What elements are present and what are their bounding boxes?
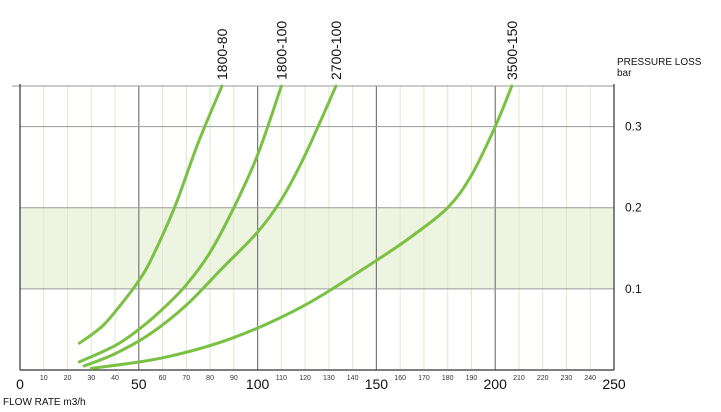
x-minor-tick-label: 130 xyxy=(323,375,335,382)
series-label-2700-100: 2700-100 xyxy=(328,21,344,80)
x-minor-tick-label: 220 xyxy=(537,375,549,382)
x-minor-tick-label: 140 xyxy=(347,375,359,382)
x-axis-title: FLOW RATE m3/h xyxy=(3,397,86,408)
x-minor-tick-label: 110 xyxy=(276,375,287,382)
x-minor-tick-label: 10 xyxy=(40,375,48,382)
series-line-1800-80 xyxy=(77,84,224,345)
x-minor-tick-label: 70 xyxy=(182,375,190,382)
series-line-3500-150 xyxy=(89,84,514,370)
y-tick-label: 0.3 xyxy=(625,120,642,134)
series-label-3500-150: 3500-150 xyxy=(504,21,520,80)
series-label-1800-100: 1800-100 xyxy=(273,21,289,80)
x-minor-tick-label: 190 xyxy=(466,375,478,382)
tick-label-layer: 10 20 30 40 60 70 80 90 110 120 130 140 160 170 180 190… xyxy=(16,120,642,392)
axes xyxy=(12,84,615,371)
x-minor-tick-label: 180 xyxy=(442,375,454,382)
x-major-tick-label: 0 xyxy=(16,376,24,392)
x-major-tick-label: 100 xyxy=(246,376,270,392)
x-major-tick-label: 200 xyxy=(484,376,508,392)
y-axis-title: PRESSURE LOSS xyxy=(617,57,702,68)
x-minor-tick-label: 160 xyxy=(394,375,406,382)
x-minor-tick-label: 30 xyxy=(87,375,95,382)
x-minor-tick-label: 40 xyxy=(111,375,119,382)
x-major-tick-label: 50 xyxy=(131,376,147,392)
x-minor-tick-label: 210 xyxy=(513,375,525,382)
x-minor-tick-label: 90 xyxy=(230,375,238,382)
y-tick-label: 0.1 xyxy=(625,282,642,296)
x-minor-tick-label: 20 xyxy=(64,375,72,382)
x-minor-tick-label: 120 xyxy=(299,375,311,382)
highlight-band xyxy=(20,207,614,289)
series-line-2700-100 xyxy=(82,84,338,368)
y-tick-label: 0.2 xyxy=(625,201,642,215)
series-line-1800-100 xyxy=(77,84,283,364)
x-major-tick-label: 150 xyxy=(365,376,389,392)
series-label-1800-80: 1800-80 xyxy=(214,28,230,80)
y-axis-unit: bar xyxy=(617,68,632,79)
x-minor-tick-label: 240 xyxy=(584,375,596,382)
highlight-band-layer xyxy=(20,207,614,289)
series-layer xyxy=(77,84,514,370)
x-minor-tick-label: 60 xyxy=(159,375,167,382)
x-minor-tick-label: 170 xyxy=(418,375,430,382)
x-minor-tick-label: 80 xyxy=(206,375,214,382)
x-minor-tick-label: 230 xyxy=(561,375,573,382)
x-major-tick-label: 250 xyxy=(602,376,626,392)
label-layer: 1800-80 1800-100 2700-100 3500-150 xyxy=(214,21,520,80)
